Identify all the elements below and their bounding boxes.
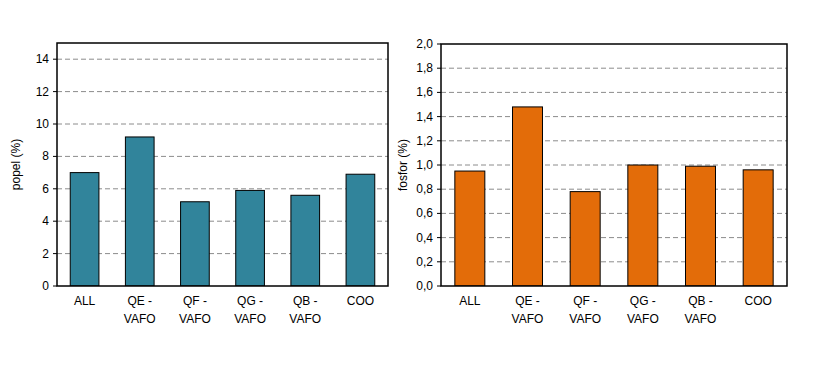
tick-label: 12 bbox=[36, 85, 50, 99]
grid-line bbox=[441, 165, 787, 166]
grid-line bbox=[441, 189, 787, 190]
bar bbox=[346, 174, 375, 286]
bar bbox=[513, 107, 543, 286]
tick-label: 4 bbox=[42, 214, 49, 228]
tick-label: 1,4 bbox=[416, 110, 433, 124]
category-label: QG -VAFO bbox=[627, 294, 659, 326]
category-label: QE -VAFO bbox=[124, 294, 156, 326]
grid-line bbox=[441, 116, 787, 117]
grid-line bbox=[57, 188, 388, 189]
bar bbox=[236, 190, 265, 286]
grid-line bbox=[441, 92, 787, 93]
plot-frame bbox=[57, 43, 388, 286]
tick-label: 1,8 bbox=[416, 61, 433, 75]
category-label: ALL bbox=[459, 294, 481, 308]
category-label: QF -VAFO bbox=[569, 294, 601, 326]
bar bbox=[125, 137, 154, 286]
bar bbox=[628, 165, 658, 286]
tick-label: 0,2 bbox=[416, 255, 433, 269]
grid-line bbox=[57, 124, 388, 125]
bar bbox=[570, 192, 600, 286]
category-label: QF -VAFO bbox=[179, 294, 211, 326]
tick-label: 10 bbox=[36, 117, 50, 131]
category-label: QE -VAFO bbox=[512, 294, 544, 326]
tick-label: 0,6 bbox=[416, 206, 433, 220]
axis-label: popel (%) bbox=[9, 139, 23, 190]
tick-label: 2,0 bbox=[416, 37, 433, 51]
axis-label: fosfor (%) bbox=[396, 139, 410, 191]
category-label: COO bbox=[347, 294, 374, 308]
grid-line bbox=[57, 91, 388, 92]
grid-line bbox=[441, 140, 787, 141]
grid-line bbox=[441, 261, 787, 262]
tick-label: 6 bbox=[42, 182, 49, 196]
tick-label: 0,8 bbox=[416, 182, 433, 196]
tick-label: 1,6 bbox=[416, 85, 433, 99]
figure: 0 2 4 6 8 10 12 14 ALL QE -VAFO QF -VAFO QG -VAFO QB… bbox=[0, 0, 813, 383]
tick-label: 8 bbox=[42, 149, 49, 163]
grid-line bbox=[57, 59, 388, 60]
grid-line bbox=[57, 221, 388, 222]
grid-line bbox=[441, 237, 787, 238]
tick-label: 1,2 bbox=[416, 134, 433, 148]
bars bbox=[455, 107, 773, 286]
tick-label: 0 bbox=[42, 279, 49, 293]
grid-line bbox=[57, 253, 388, 254]
tick-label: 0,0 bbox=[416, 279, 433, 293]
plot-frame bbox=[441, 44, 787, 286]
tick-label: 0,4 bbox=[416, 231, 433, 245]
tick-label: 14 bbox=[36, 52, 50, 66]
bar bbox=[291, 195, 320, 286]
chart: 0,0 0,2 0,4 0,6 0,8 1,0 1,2 1,4 1,6 1,8 2,0 ALL QE -… bbox=[396, 37, 787, 326]
category-label: QB -VAFO bbox=[289, 294, 321, 326]
chart: 0 2 4 6 8 10 12 14 ALL QE -VAFO QF -VAFO QG -VAFO QB… bbox=[9, 43, 388, 326]
bar bbox=[181, 202, 210, 286]
grid-line bbox=[441, 213, 787, 214]
category-label: QG -VAFO bbox=[234, 294, 266, 326]
tick-label: 2 bbox=[42, 247, 49, 261]
bar bbox=[743, 170, 773, 286]
category-label: ALL bbox=[74, 294, 96, 308]
category-label: COO bbox=[744, 294, 771, 308]
bar bbox=[686, 166, 716, 286]
bar bbox=[455, 171, 485, 286]
grid-line bbox=[441, 68, 787, 69]
tick-label: 1,0 bbox=[416, 158, 433, 172]
grid-line bbox=[57, 156, 388, 157]
bars bbox=[70, 137, 375, 286]
bar bbox=[70, 173, 99, 286]
category-label: QB -VAFO bbox=[685, 294, 717, 326]
